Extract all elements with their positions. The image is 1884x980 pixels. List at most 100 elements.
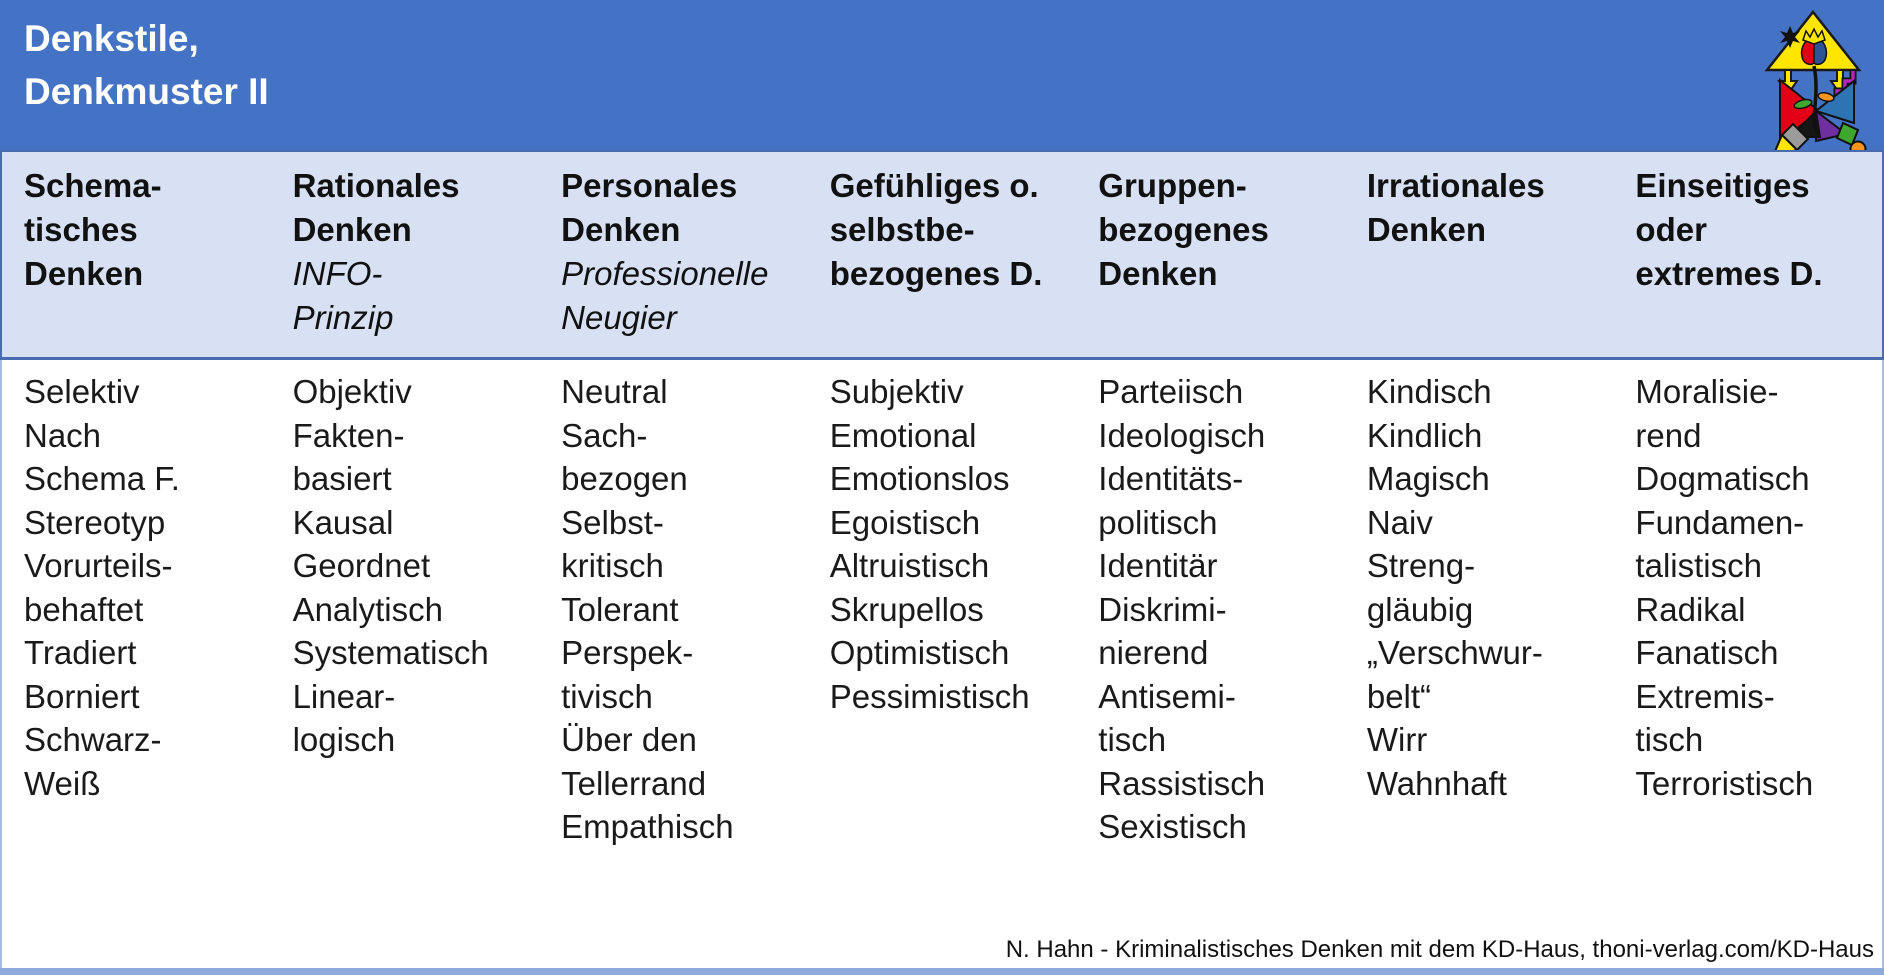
list-item: Tolerant — [561, 590, 679, 628]
header-line: bezogenes — [1098, 211, 1269, 248]
column-items-2: Objektiv Fakten-basiert Kausal Geordnet Anal… — [271, 370, 540, 849]
title-bar: Denkstile, Denkmuster II — [0, 0, 1884, 158]
header-grid: Schema-tisches Denken Rationales Denken INFO… — [2, 152, 1882, 357]
list-item: Magisch — [1366, 460, 1490, 497]
list-item: Schwarz- — [24, 721, 162, 758]
list-item: Kindlich — [1366, 416, 1483, 454]
subheader-line: INFO- — [292, 255, 383, 292]
header-line: Denken — [1098, 255, 1218, 292]
column-items-5: Parteiisch Ideologisch Identitäts-politisc… — [1076, 370, 1345, 849]
list-item: Emotional — [829, 416, 977, 454]
list-item: Vorurteils- — [24, 547, 173, 584]
list-item: gläubig — [1366, 590, 1474, 628]
list-item: Tradiert — [24, 634, 137, 671]
header-line: Rationales — [292, 167, 460, 204]
kd-haus-logo — [1752, 4, 1874, 158]
footer-credit: N. Hahn - Kriminalistisches Denken mit d… — [1005, 936, 1874, 963]
list-item: Altruistisch — [829, 547, 990, 584]
header-line: Denken — [292, 211, 412, 248]
list-item: Moralisie- — [1635, 373, 1779, 410]
kd-haus-logo-graphic — [1764, 9, 1867, 158]
list-item: rend — [1635, 416, 1702, 454]
list-item: Kindisch — [1366, 373, 1492, 410]
list-item: Systematisch — [292, 634, 489, 671]
list-item: Skrupellos — [829, 590, 984, 628]
list-item: Geordnet — [292, 547, 431, 584]
list-item: bezogen — [561, 460, 688, 497]
list-item: talistisch — [1635, 547, 1762, 584]
header-line: tisches — [24, 211, 138, 248]
title-line-1: Denkstile, — [24, 18, 199, 59]
column-header-5: Gruppen-bezogenes Denken — [1076, 164, 1345, 357]
list-item: Optimistisch — [829, 634, 1010, 671]
list-item: logisch — [292, 721, 396, 758]
list-item: Radikal — [1635, 590, 1746, 628]
column-items-6: Kindisch Kindlich Magisch Naiv Streng-gläubi… — [1345, 370, 1614, 849]
column-items-3: Neutral Sach-bezogen Selbst-kritisch Tolera… — [539, 370, 808, 849]
column-header-3: Personales Denken Professionelle Neugier — [539, 164, 808, 357]
list-item: Objektiv — [292, 373, 412, 410]
list-item: tisch — [1635, 721, 1704, 758]
list-item: Naiv — [1366, 503, 1433, 541]
header-line: bezogenes D. — [829, 255, 1043, 292]
list-item: Selbst- — [561, 503, 664, 541]
list-item: Selektiv — [24, 373, 140, 410]
page-title: Denkstile, Denkmuster II — [24, 12, 269, 118]
list-item: Extremis- — [1635, 677, 1775, 715]
list-item: Diskrimi- — [1098, 590, 1227, 628]
header-line: extremes D. — [1635, 255, 1823, 292]
header-line: Gefühliges o. — [829, 167, 1039, 204]
list-item: politisch — [1098, 503, 1218, 541]
header-line: Personales — [561, 167, 738, 204]
list-item: Rassistisch — [1098, 764, 1266, 802]
list-item: Ideologisch — [1098, 416, 1266, 454]
list-item: tisch — [1098, 721, 1167, 758]
header-line: Denken — [1366, 211, 1487, 248]
header-line: Gruppen- — [1098, 167, 1247, 204]
list-item: Identitär — [1098, 547, 1218, 584]
list-item: Kausal — [292, 503, 394, 541]
bottom-accent-bar — [0, 968, 1884, 975]
list-item: kritisch — [561, 547, 664, 584]
list-item: Dogmatisch — [1635, 460, 1810, 497]
list-item: Sach- — [561, 416, 648, 454]
list-item: basiert — [292, 460, 392, 497]
header-line: Schema- — [24, 167, 162, 204]
header-line: selbstbe- — [829, 211, 975, 248]
subheader-line: Prinzip — [292, 299, 394, 336]
list-item: Stereotyp — [24, 503, 166, 541]
list-item: Egoistisch — [829, 503, 981, 541]
list-item: Linear- — [292, 677, 396, 715]
list-item: Über den — [561, 721, 697, 758]
list-item: Antisemi- — [1098, 677, 1236, 715]
column-items-1: Selektiv Nach Schema F. Stereotyp Vorurteils… — [2, 370, 271, 849]
list-item: tivisch — [561, 677, 653, 715]
list-item: Analytisch — [292, 590, 443, 628]
column-items-7: Moralisie-rend Dogmatisch Fundamen-talisti… — [1613, 370, 1882, 849]
column-header-1: Schema-tisches Denken — [2, 164, 271, 357]
table-header-band: Schema-tisches Denken Rationales Denken INFO… — [0, 150, 1884, 360]
list-item: belt“ — [1366, 677, 1432, 715]
header-line: Denken — [24, 255, 144, 292]
list-item: Wahnhaft — [1366, 764, 1507, 802]
list-item: Streng- — [1366, 547, 1476, 584]
column-header-7: Einseitiges oder extremes D. — [1613, 164, 1882, 357]
header-line: Einseitiges — [1635, 167, 1810, 204]
header-line: Irrationales — [1366, 167, 1545, 204]
list-item: Neutral — [561, 373, 668, 410]
list-item: Fakten- — [292, 416, 405, 454]
column-header-2: Rationales Denken INFO- Prinzip — [271, 164, 540, 357]
list-item: Sexistisch — [1098, 808, 1247, 845]
list-item: behaftet — [24, 590, 144, 628]
table-body-band: Selektiv Nach Schema F. Stereotyp Vorurteils… — [0, 360, 1884, 968]
title-line-2: Denkmuster II — [24, 71, 269, 112]
list-item: „Verschwur- — [1366, 634, 1543, 671]
list-item: Empathisch — [561, 808, 734, 845]
subheader-line: Neugier — [561, 299, 677, 336]
list-item: Parteiisch — [1098, 373, 1244, 410]
list-item: Perspek- — [561, 634, 694, 671]
list-item: Wirr — [1366, 721, 1428, 758]
column-items-4: Subjektiv Emotional Emotionslos Egoistisch A… — [808, 370, 1077, 849]
list-item: Identitäts- — [1098, 460, 1244, 497]
list-item: Tellerrand — [561, 764, 707, 802]
